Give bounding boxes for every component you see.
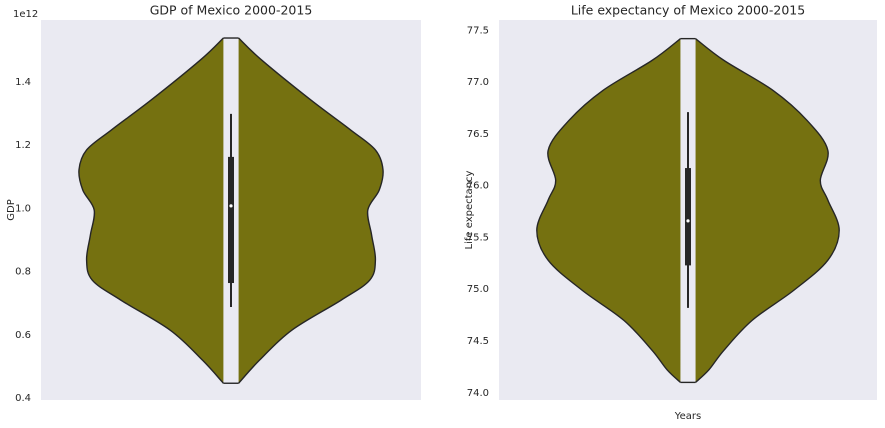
y-tick-label: 74.5 xyxy=(467,336,489,347)
iqr-box xyxy=(228,156,234,284)
violin-outline xyxy=(78,37,224,384)
chart-title: Life expectancy of Mexico 2000-2015 xyxy=(571,3,805,18)
y-tick-label: 75.0 xyxy=(467,284,489,295)
iqr-box xyxy=(685,168,691,266)
median xyxy=(229,204,233,208)
y-tick-label: 0.8 xyxy=(15,267,31,278)
violin-fill xyxy=(238,38,384,384)
violin-outline xyxy=(238,37,384,384)
y-tick-label: 0.4 xyxy=(15,393,31,404)
violin-fill xyxy=(536,38,681,383)
y-tick-label: 75.5 xyxy=(467,232,489,243)
y-tick-label: 1.4 xyxy=(15,77,31,88)
offset-label: 1e12 xyxy=(13,9,38,20)
violin-fill xyxy=(695,38,840,383)
median xyxy=(686,219,690,223)
violin-outline xyxy=(695,38,840,383)
y-tick-label: 76.0 xyxy=(467,181,489,192)
y-axis-label: GDP xyxy=(6,199,17,220)
x-axis-label: Years xyxy=(674,411,701,422)
y-tick-label: 74.0 xyxy=(467,388,489,399)
y-tick-label: 77.5 xyxy=(467,25,489,36)
violin-outline xyxy=(536,38,681,383)
y-axis-label: Life expectancy xyxy=(464,170,475,249)
y-tick-label: 76.5 xyxy=(467,129,489,140)
y-tick-label: 77.0 xyxy=(467,77,489,88)
violin-fill xyxy=(78,38,224,384)
y-tick-label: 1.0 xyxy=(15,203,31,214)
chart-title: GDP of Mexico 2000-2015 xyxy=(150,3,313,18)
y-tick-label: 0.6 xyxy=(15,330,31,341)
y-tick-label: 1.2 xyxy=(15,140,31,151)
